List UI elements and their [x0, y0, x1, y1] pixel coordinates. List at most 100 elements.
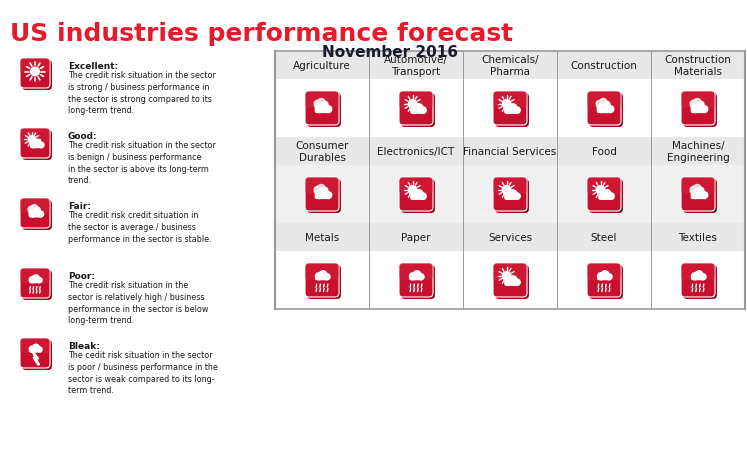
- FancyBboxPatch shape: [589, 179, 623, 214]
- Circle shape: [698, 188, 704, 194]
- Circle shape: [31, 142, 37, 149]
- Circle shape: [691, 105, 699, 113]
- Text: Excellent:: Excellent:: [68, 62, 118, 71]
- Circle shape: [505, 107, 512, 114]
- Circle shape: [38, 143, 44, 149]
- FancyBboxPatch shape: [681, 92, 715, 126]
- FancyBboxPatch shape: [314, 109, 331, 114]
- FancyBboxPatch shape: [504, 110, 519, 115]
- FancyBboxPatch shape: [20, 59, 50, 89]
- FancyBboxPatch shape: [22, 61, 52, 91]
- FancyBboxPatch shape: [691, 277, 705, 281]
- FancyBboxPatch shape: [305, 92, 339, 126]
- Bar: [275, 224, 745, 251]
- Text: Good:: Good:: [68, 132, 98, 141]
- FancyBboxPatch shape: [493, 263, 527, 280]
- Text: The credit risk credit situation in
the sector is average / business
performance: The credit risk credit situation in the …: [68, 210, 211, 243]
- Circle shape: [502, 272, 511, 281]
- Circle shape: [509, 105, 517, 113]
- Circle shape: [415, 190, 423, 199]
- FancyBboxPatch shape: [691, 109, 707, 114]
- Circle shape: [317, 185, 325, 193]
- Circle shape: [37, 347, 42, 352]
- FancyBboxPatch shape: [28, 214, 43, 218]
- Text: The credit risk situation in the sector
is benign / business performance
in the : The credit risk situation in the sector …: [68, 141, 216, 185]
- FancyBboxPatch shape: [22, 270, 52, 300]
- Circle shape: [509, 190, 517, 199]
- Circle shape: [690, 187, 697, 194]
- Circle shape: [514, 194, 520, 200]
- Circle shape: [514, 279, 520, 286]
- Text: The credit risk situation in the sector
is strong / business performance in
the : The credit risk situation in the sector …: [68, 71, 216, 115]
- FancyBboxPatch shape: [504, 282, 519, 286]
- Text: Automotive/
Transport: Automotive/ Transport: [384, 55, 448, 77]
- FancyBboxPatch shape: [587, 178, 621, 211]
- FancyBboxPatch shape: [30, 145, 43, 149]
- FancyBboxPatch shape: [314, 195, 331, 199]
- Circle shape: [505, 192, 512, 200]
- FancyBboxPatch shape: [20, 338, 50, 368]
- Circle shape: [692, 273, 698, 280]
- Bar: [275, 52, 745, 309]
- Text: Bleak:: Bleak:: [68, 341, 100, 350]
- FancyBboxPatch shape: [399, 92, 433, 109]
- Circle shape: [701, 107, 707, 113]
- Circle shape: [598, 105, 605, 113]
- Text: Food: Food: [592, 147, 616, 157]
- Circle shape: [693, 99, 701, 107]
- Bar: [275, 166, 745, 224]
- FancyBboxPatch shape: [305, 263, 339, 280]
- Circle shape: [598, 273, 604, 280]
- FancyBboxPatch shape: [495, 179, 529, 214]
- FancyBboxPatch shape: [493, 178, 527, 195]
- FancyBboxPatch shape: [314, 190, 327, 194]
- FancyBboxPatch shape: [20, 338, 50, 353]
- FancyBboxPatch shape: [20, 59, 50, 74]
- FancyBboxPatch shape: [22, 131, 52, 161]
- Circle shape: [599, 99, 607, 107]
- Circle shape: [695, 271, 703, 279]
- Circle shape: [409, 186, 417, 195]
- Circle shape: [411, 192, 418, 200]
- Circle shape: [35, 208, 40, 213]
- Circle shape: [324, 274, 330, 280]
- Circle shape: [596, 101, 603, 108]
- Bar: [275, 52, 745, 80]
- Bar: [275, 251, 745, 309]
- Circle shape: [32, 345, 40, 352]
- FancyBboxPatch shape: [493, 92, 527, 126]
- Circle shape: [502, 186, 511, 195]
- Circle shape: [596, 186, 605, 195]
- Circle shape: [314, 187, 320, 194]
- FancyBboxPatch shape: [314, 104, 327, 108]
- FancyBboxPatch shape: [683, 179, 717, 214]
- FancyBboxPatch shape: [307, 179, 341, 214]
- Text: Financial Services: Financial Services: [463, 147, 557, 157]
- Text: Construction: Construction: [571, 61, 637, 71]
- FancyBboxPatch shape: [587, 263, 621, 280]
- Circle shape: [325, 192, 332, 199]
- Circle shape: [698, 102, 704, 108]
- FancyBboxPatch shape: [493, 178, 527, 211]
- Circle shape: [509, 276, 517, 285]
- Circle shape: [409, 100, 417, 109]
- Circle shape: [31, 205, 37, 212]
- FancyBboxPatch shape: [305, 178, 339, 211]
- FancyBboxPatch shape: [587, 92, 621, 126]
- Circle shape: [601, 103, 610, 112]
- FancyBboxPatch shape: [597, 277, 611, 281]
- FancyBboxPatch shape: [20, 198, 50, 214]
- Circle shape: [325, 107, 332, 113]
- Circle shape: [514, 108, 520, 114]
- Text: November 2016: November 2016: [322, 45, 458, 60]
- FancyBboxPatch shape: [589, 94, 623, 128]
- FancyBboxPatch shape: [587, 263, 621, 298]
- FancyBboxPatch shape: [597, 109, 613, 114]
- Circle shape: [319, 189, 329, 198]
- Circle shape: [31, 68, 40, 77]
- FancyBboxPatch shape: [681, 92, 715, 109]
- FancyBboxPatch shape: [20, 129, 50, 144]
- Circle shape: [690, 101, 697, 108]
- Text: Poor:: Poor:: [68, 271, 95, 280]
- FancyBboxPatch shape: [681, 178, 715, 195]
